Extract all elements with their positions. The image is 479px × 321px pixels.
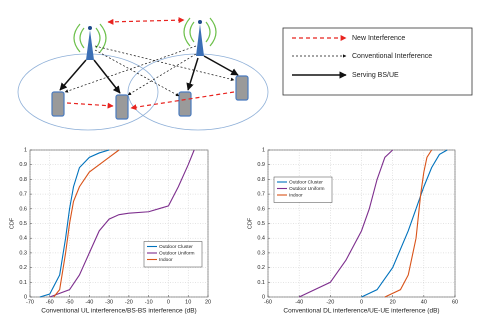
y-tick-label: 0.9 [257,162,265,168]
legend-label: Outdoor Uniform [289,186,324,192]
legend [143,241,203,268]
x-tick-label: -60 [46,299,54,305]
x-axis-label: Conventional UL interference/BS-BS inter… [41,308,196,315]
x-tick-label: -40 [295,299,303,305]
x-tick-label: 10 [185,299,191,305]
y-tick-label: 0.7 [19,192,27,198]
x-tick-label: -50 [66,299,74,305]
y-tick-label: 0.5 [19,221,27,227]
legend-label: Serving BS/UE [352,72,399,79]
x-axis-label: Conventional DL interference/UE-UE inter… [283,308,439,315]
y-tick-label: 0.2 [19,265,27,271]
y-tick-label: 0.1 [19,280,27,286]
x-tick-label: 20 [205,299,211,305]
y-tick-label: 0.9 [19,162,27,168]
y-tick-label: 0.8 [19,177,27,183]
series-line [298,149,394,298]
x-tick-label: -10 [145,299,153,305]
x-tick-label: -60 [264,299,272,305]
y-tick-label: 0 [24,294,27,300]
serving-arrows [59,55,239,94]
legend-label: Indoor [289,192,303,198]
series-line [53,149,120,298]
y-tick-label: 1 [262,147,265,153]
y-tick-label: 0 [262,294,265,300]
conventional-interference-arrows [64,45,235,97]
x-tick-label: 40 [421,299,427,305]
y-tick-label: 0.8 [257,177,265,183]
new-interference-arrows [66,17,235,111]
base-station [73,23,107,60]
y-tick-label: 0.7 [257,192,265,198]
y-tick-label: 0.3 [257,250,265,256]
y-tick-label: 0.1 [257,280,265,286]
legend [273,176,333,203]
cell [17,53,159,131]
y-tick-label: 0.6 [19,206,27,212]
user-equipment [51,75,249,120]
x-tick-label: 0 [167,299,170,305]
series-line [39,149,110,298]
x-tick-label: 60 [452,299,458,305]
y-tick-label: 0.2 [257,265,265,271]
x-tick-label: 0 [360,299,363,305]
series-line [49,149,195,298]
legend-label: Outdoor Cluster [289,179,323,185]
y-tick-label: 0.5 [257,221,265,227]
diagram: New Interference Conventional Interferen… [17,17,473,131]
legend-label: Conventional Interference [352,53,432,60]
base-station [183,17,217,56]
plot-area [29,149,209,298]
y-tick-label: 1 [24,147,27,153]
x-tick-label: -70 [26,299,34,305]
x-tick-label: 20 [390,299,396,305]
legend-label: Outdoor Cluster [159,244,193,250]
legend-label: Indoor [159,257,173,263]
y-tick-label: 0.6 [257,206,265,212]
y-tick-label: 0.4 [257,236,265,242]
series-line [384,149,433,298]
y-axis-label: CDF [247,217,253,229]
y-axis-label: CDF [9,217,15,229]
y-tick-label: 0.3 [19,250,27,256]
y-tick-label: 0.4 [19,236,27,242]
x-tick-label: -40 [85,299,93,305]
x-tick-label: -20 [125,299,133,305]
x-tick-label: -30 [105,299,113,305]
legend-label: New Interference [352,35,405,42]
legend-label: Outdoor Uniform [159,250,194,256]
x-tick-label: -20 [326,299,334,305]
series-line [361,149,448,298]
diagram-legend [282,27,473,96]
